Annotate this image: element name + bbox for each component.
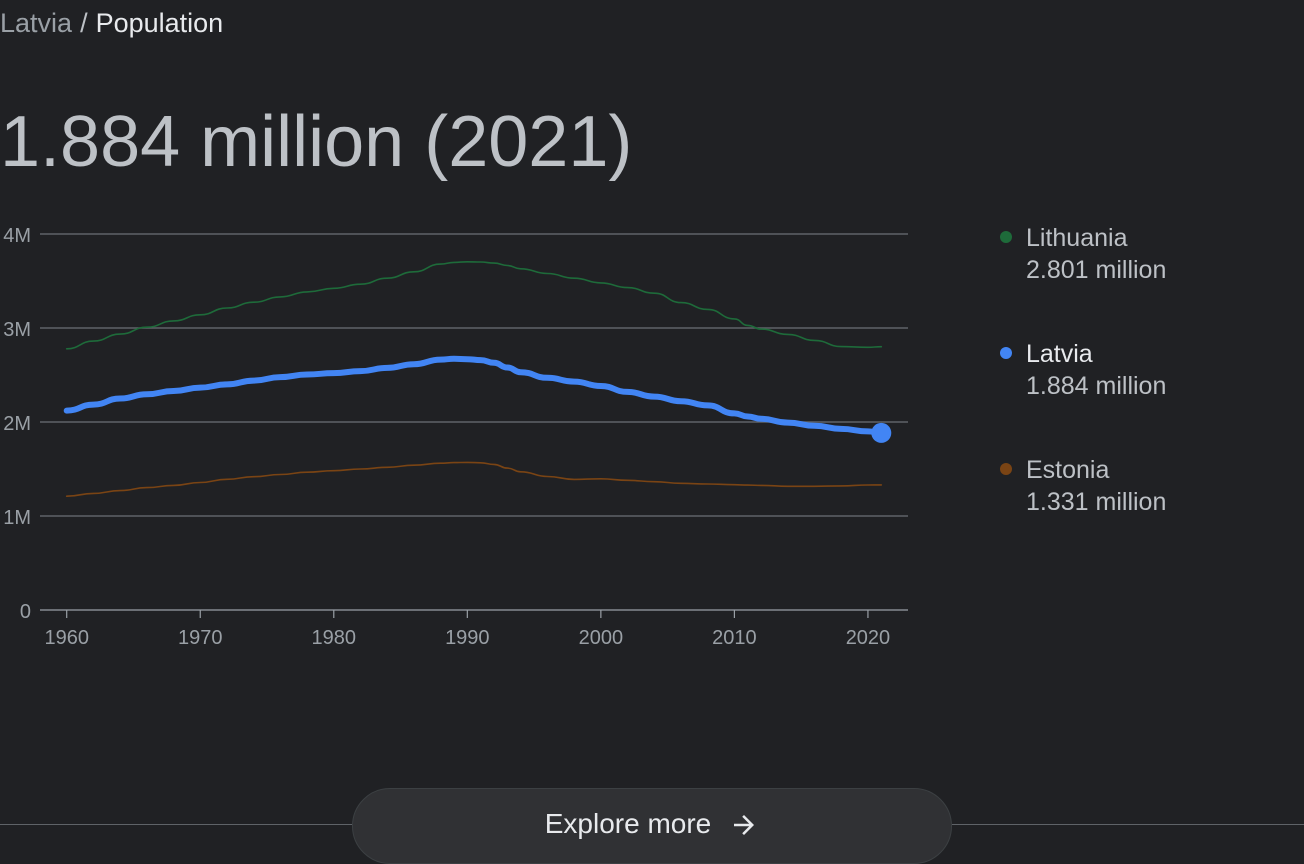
breadcrumb-separator: / — [80, 8, 88, 38]
y-tick-label: 0 — [20, 601, 31, 623]
divider-left — [0, 824, 352, 825]
explore-more-button[interactable]: Explore more — [352, 788, 952, 864]
population-headline: 1.884 million (2021) — [0, 102, 633, 182]
legend-dot-icon — [1000, 347, 1012, 359]
series-line-lithuania[interactable] — [65, 261, 883, 350]
legend-country-value: 1.331 million — [1026, 488, 1167, 516]
legend-item-estonia[interactable]: Estonia 1.331 million — [996, 454, 1296, 570]
series-line-latvia[interactable] — [63, 355, 885, 436]
divider-right — [952, 824, 1304, 825]
explore-more-label: Explore more — [544, 808, 712, 839]
population-line-chart[interactable]: 0 1M 2M 3M 4M 1960 1970 1980 1990 2000 2010 2020 — [0, 210, 930, 660]
x-tick-label: 1990 — [445, 627, 490, 649]
y-tick-label: 4M — [3, 225, 31, 247]
breadcrumb-parent-link[interactable]: Latvia — [0, 8, 73, 38]
legend-item-lithuania[interactable]: Lithuania 2.801 million — [996, 222, 1296, 338]
x-tick-label: 2000 — [579, 627, 624, 649]
x-tick-label: 1970 — [178, 627, 223, 649]
arrow-right-icon — [734, 815, 755, 835]
legend-country-name: Lithuania — [1026, 224, 1128, 252]
chart-legend: Lithuania 2.801 million Latvia 1.884 mil… — [996, 222, 1296, 570]
legend-country-value: 2.801 million — [1026, 256, 1167, 284]
series-line-estonia[interactable] — [65, 461, 883, 497]
legend-country-name: Estonia — [1026, 456, 1110, 484]
highlight-point-latvia[interactable] — [871, 422, 892, 443]
legend-country-value: 1.884 million — [1026, 372, 1167, 400]
x-tick-label: 2020 — [846, 627, 891, 649]
x-tick-label: 2010 — [712, 627, 757, 649]
breadcrumb-current: Population — [95, 8, 224, 38]
legend-item-latvia[interactable]: Latvia 1.884 million — [996, 338, 1296, 454]
x-tick-label: 1960 — [44, 627, 89, 649]
y-tick-label: 1M — [3, 507, 31, 529]
y-tick-label: 3M — [3, 319, 31, 341]
legend-country-name: Latvia — [1026, 340, 1093, 368]
legend-dot-icon — [1000, 231, 1012, 243]
x-tick-label: 1980 — [312, 627, 357, 649]
y-tick-label: 2M — [3, 413, 31, 435]
legend-dot-icon — [1000, 463, 1012, 475]
breadcrumb: Latvia / Population — [0, 6, 223, 40]
